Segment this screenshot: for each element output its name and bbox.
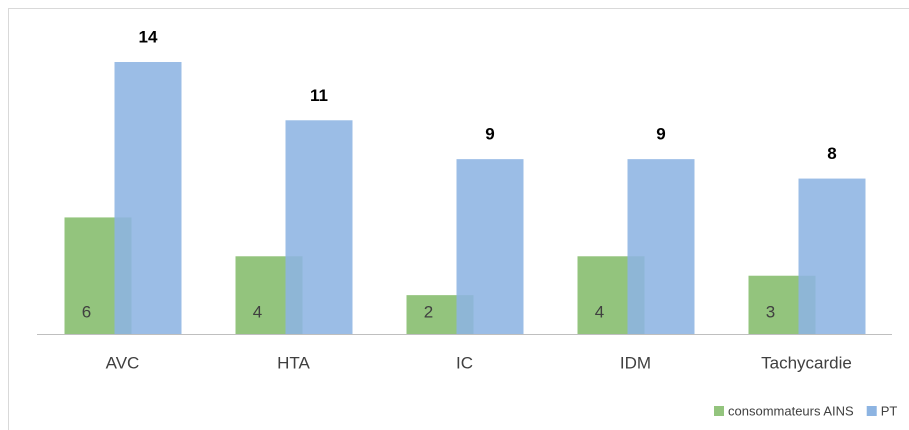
x-tick-label: HTA [277, 353, 310, 372]
data-label: 14 [139, 27, 158, 46]
data-label: 3 [766, 302, 775, 321]
data-label: 9 [656, 125, 665, 144]
data-label: 6 [82, 302, 91, 321]
data-label: 4 [595, 302, 604, 321]
bar [627, 159, 695, 334]
legend-label: PT [881, 403, 898, 418]
bar [456, 159, 524, 334]
bar [114, 62, 182, 334]
chart-frame [8, 8, 909, 430]
data-label: 11 [310, 86, 328, 105]
bar [285, 120, 353, 335]
legend-label: consommateurs AINS [728, 403, 854, 418]
x-tick-label: IDM [620, 353, 651, 372]
x-tick-label: IC [456, 353, 473, 372]
legend-swatch [714, 406, 724, 416]
data-label: 8 [827, 144, 836, 163]
x-tick-label: AVC [106, 353, 140, 372]
data-label: 2 [424, 302, 433, 321]
legend-swatch [866, 406, 877, 416]
bar [798, 178, 866, 334]
data-label: 9 [485, 125, 494, 144]
data-label: 4 [253, 302, 262, 321]
x-tick-label: Tachycardie [761, 353, 852, 372]
